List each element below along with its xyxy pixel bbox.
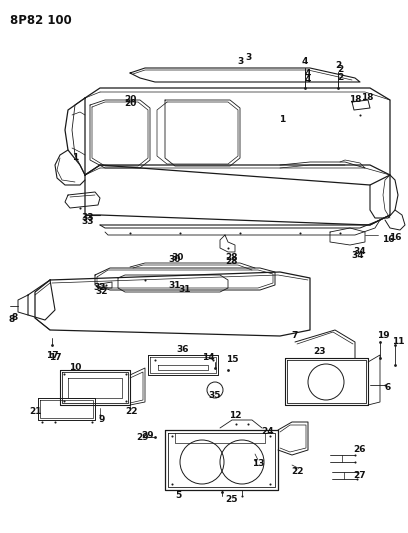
- Text: 22: 22: [126, 408, 138, 416]
- Text: 4: 4: [302, 58, 308, 67]
- Text: 7: 7: [292, 332, 298, 341]
- Text: 14: 14: [202, 353, 214, 362]
- Text: 11: 11: [392, 337, 404, 346]
- Text: 18: 18: [349, 95, 361, 104]
- Text: 24: 24: [262, 427, 274, 437]
- Text: 33: 33: [82, 217, 94, 227]
- Text: 23: 23: [314, 348, 326, 357]
- Text: 34: 34: [354, 247, 366, 256]
- Text: 16: 16: [382, 236, 394, 245]
- Text: 1: 1: [72, 154, 78, 163]
- Text: 12: 12: [229, 410, 241, 419]
- Text: 31: 31: [169, 281, 181, 290]
- Text: 29: 29: [137, 432, 149, 441]
- Text: 25: 25: [226, 496, 238, 505]
- Text: 2: 2: [337, 66, 343, 75]
- Text: 16: 16: [389, 233, 401, 243]
- Text: 33: 33: [82, 214, 94, 222]
- Text: 3: 3: [245, 53, 251, 62]
- Text: 28: 28: [226, 254, 238, 262]
- Text: 32: 32: [94, 284, 106, 293]
- Text: 20: 20: [124, 100, 136, 109]
- Text: 6: 6: [385, 384, 391, 392]
- Text: 21: 21: [29, 408, 41, 416]
- Text: 2: 2: [337, 74, 343, 83]
- Text: 8: 8: [12, 313, 18, 322]
- Text: 22: 22: [292, 467, 304, 477]
- Text: 35: 35: [209, 392, 221, 400]
- Text: 8: 8: [9, 316, 15, 325]
- Text: 17: 17: [49, 353, 61, 362]
- Text: 19: 19: [377, 332, 389, 341]
- Text: 2: 2: [335, 61, 341, 70]
- Text: 9: 9: [99, 416, 105, 424]
- Text: 26: 26: [354, 446, 366, 455]
- Text: 10: 10: [69, 364, 81, 373]
- Text: 5: 5: [175, 490, 181, 499]
- Text: 29: 29: [142, 431, 154, 440]
- Text: 32: 32: [96, 287, 108, 296]
- Text: 36: 36: [177, 345, 189, 354]
- Text: 28: 28: [226, 257, 238, 266]
- Text: 27: 27: [354, 471, 366, 480]
- Text: 4: 4: [305, 69, 311, 78]
- Text: 3: 3: [237, 58, 243, 67]
- Text: 18: 18: [361, 93, 373, 102]
- Text: 8P82 100: 8P82 100: [10, 14, 72, 27]
- Text: 13: 13: [252, 459, 264, 469]
- Text: 20: 20: [124, 95, 136, 104]
- Text: 15: 15: [226, 356, 238, 365]
- Text: 17: 17: [46, 351, 58, 360]
- Text: 31: 31: [179, 286, 191, 295]
- Text: 30: 30: [169, 255, 181, 264]
- Text: 1: 1: [279, 116, 285, 125]
- Text: 4: 4: [305, 76, 311, 85]
- Text: 34: 34: [352, 252, 364, 261]
- Text: 30: 30: [172, 254, 184, 262]
